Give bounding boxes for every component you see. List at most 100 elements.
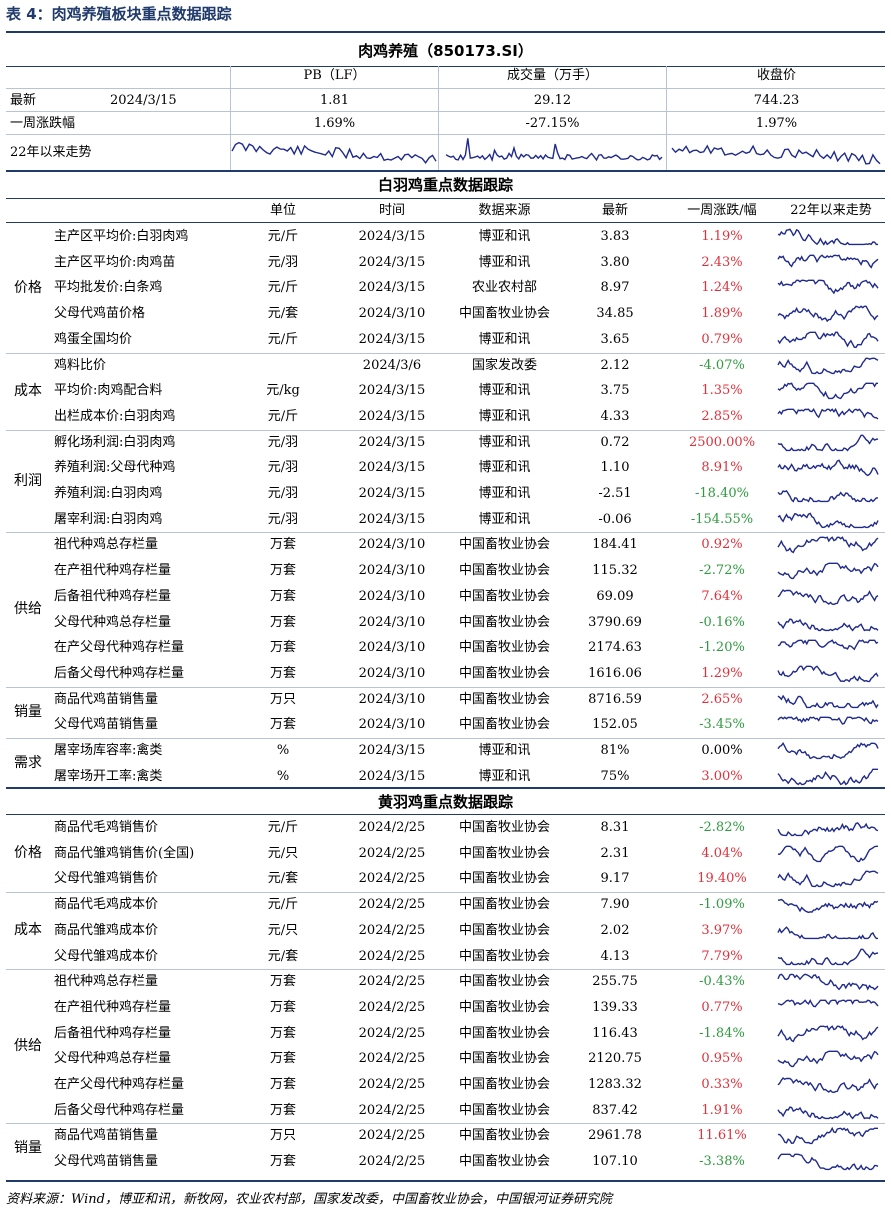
unit: 元/套 — [267, 948, 299, 964]
unit: 万套 — [269, 974, 296, 990]
unit: 万套 — [269, 1077, 296, 1092]
category-label: 成本 — [14, 382, 42, 399]
source: 博亚和讯 — [478, 331, 531, 347]
latest-value: 2.02 — [600, 922, 630, 938]
metric-name: 主产区平均价:白羽肉鸡 — [54, 229, 189, 244]
metric-name: 父母代鸡苗销售量 — [54, 1154, 159, 1170]
latest-value: 3.65 — [600, 331, 630, 347]
source: 中国畜牧业协会 — [458, 640, 550, 656]
divider — [6, 66, 885, 67]
metric-name: 父母代种鸡总存栏量 — [54, 1051, 172, 1067]
metric-name: 后备父母代种鸡存栏量 — [54, 665, 185, 681]
volume-trend-sparkline — [445, 138, 663, 163]
latest-value: 139.33 — [592, 999, 638, 1015]
table-row: 后备父母代种鸡存栏量 万套 2024/3/10 中国畜牧业协会 1616.06 1.29% — [0, 661, 891, 687]
date: 2024/3/15 — [358, 768, 426, 784]
table-row: 平均批发价:白条鸡 元/斤 2024/3/15 农业农村部 8.97 1.24% — [0, 275, 891, 301]
category-label: 销量 — [14, 1140, 42, 1157]
divider — [6, 111, 885, 112]
weekly-change: 1.24% — [701, 280, 743, 296]
col-divider — [230, 66, 231, 170]
trend-sparkline — [777, 490, 878, 503]
table-row: 父母代种鸡总存栏量 万套 2024/3/10 中国畜牧业协会 3790.69 -0.16% — [0, 610, 891, 636]
latest-value: 81% — [600, 743, 630, 758]
unit: 元/斤 — [267, 408, 299, 424]
weekly-change: -0.16% — [699, 614, 745, 630]
date: 2024/3/10 — [358, 614, 426, 630]
trend-sparkline — [777, 279, 879, 295]
group-divider — [6, 429, 885, 431]
unit: 万套 — [269, 999, 296, 1015]
weekly-change: 7.64% — [701, 588, 743, 604]
latest-value: 3.83 — [600, 229, 630, 244]
date: 2024/2/25 — [358, 974, 426, 990]
weekly-change: 2500.00% — [688, 434, 756, 450]
trend-sparkline — [777, 898, 879, 914]
date: 2024/2/25 — [358, 871, 426, 887]
group-divider — [6, 532, 885, 534]
unit: 万套 — [269, 640, 296, 656]
date: 2024/2/25 — [358, 948, 426, 964]
table-row: 主产区平均价:肉鸡苗 元/羽 2024/3/15 博亚和讯 3.80 2.43% — [0, 250, 891, 276]
source: 中国畜牧业协会 — [458, 1025, 550, 1041]
metric-name: 在产父母代种鸡存栏量 — [54, 1077, 185, 1092]
category-label: 销量 — [14, 703, 42, 720]
metric-name: 在产祖代种鸡存栏量 — [54, 563, 172, 579]
source: 中国畜牧业协会 — [458, 922, 550, 938]
trend-sparkline — [777, 407, 879, 420]
source: 博亚和讯 — [478, 408, 531, 424]
metric-name: 父母代雏鸡成本价 — [54, 948, 159, 964]
weekly-change: 8.91% — [701, 460, 743, 476]
table-row: 后备父母代种鸡存栏量 万套 2024/2/25 中国畜牧业协会 837.42 1.91% — [0, 1098, 891, 1124]
latest-value: 9.17 — [600, 871, 630, 887]
sparkline-path — [777, 407, 879, 420]
sparkline-path — [777, 694, 879, 709]
col-header-date: 时间 — [378, 203, 405, 218]
source: 中国畜牧业协会 — [458, 948, 550, 964]
unit: 元/斤 — [267, 229, 299, 244]
latest-value: 2961.78 — [588, 1128, 642, 1144]
latest-value: 4.33 — [600, 408, 630, 424]
close-trend-sparkline — [671, 144, 881, 165]
source: 中国畜牧业协会 — [458, 665, 550, 681]
trend-sparkline — [777, 434, 879, 452]
latest-value: 4.13 — [600, 948, 630, 964]
source: 中国畜牧业协会 — [458, 1077, 550, 1092]
sparkline-path — [777, 357, 879, 374]
trend-sparkline — [777, 1106, 879, 1120]
latest-value: 2.31 — [600, 845, 630, 861]
index-name: 肉鸡养殖（850173.SI） — [358, 42, 533, 60]
trend-sparkline — [777, 1024, 879, 1042]
unit: 万只 — [269, 1128, 296, 1144]
trend-sparkline — [777, 305, 879, 323]
latest-value: 3.80 — [600, 254, 630, 270]
trend-sparkline — [777, 694, 879, 709]
metric-name: 商品代雏鸡成本价 — [54, 922, 159, 938]
table-row: 出栏成本价:白羽肉鸡 元/斤 2024/3/15 博亚和讯 4.33 2.85% — [0, 404, 891, 430]
weekly-change: -1.84% — [699, 1025, 745, 1041]
sparkline-path — [777, 562, 879, 580]
metric-name: 鸡料比价 — [54, 357, 107, 373]
date: 2024/2/25 — [358, 897, 426, 913]
sparkline-path — [777, 948, 879, 965]
white-section-header: 白羽鸡重点数据跟踪 — [6, 172, 885, 198]
unit: 万套 — [269, 717, 296, 733]
table-row: 在产父母代种鸡存栏量 万套 2024/2/25 中国畜牧业协会 1283.32 0.33% — [0, 1072, 891, 1098]
table-row: 屠宰利润:白羽肉鸡 元/羽 2024/3/15 博亚和讯 -0.06 -154.55% — [0, 507, 891, 533]
col-header-latest: 最新 — [601, 203, 628, 218]
title-rule — [6, 31, 885, 33]
date: 2024/2/25 — [358, 1102, 426, 1118]
sparkline-path — [671, 144, 881, 165]
latest-value: -0.06 — [598, 511, 632, 527]
trend-sparkline — [777, 1153, 879, 1171]
divider — [6, 198, 885, 199]
table-row: 在产祖代种鸡存栏量 万套 2024/2/25 中国畜牧业协会 139.33 0.77% — [0, 995, 891, 1021]
unit: 万套 — [269, 614, 296, 630]
sparkline-path — [777, 1077, 879, 1094]
date: 2024/3/10 — [358, 691, 426, 707]
source: 中国畜牧业协会 — [458, 1128, 550, 1144]
weekly-change: 1.91% — [701, 1102, 743, 1118]
trend-sparkline — [777, 973, 879, 991]
source: 中国畜牧业协会 — [458, 897, 550, 913]
sparkline-path — [777, 665, 879, 683]
